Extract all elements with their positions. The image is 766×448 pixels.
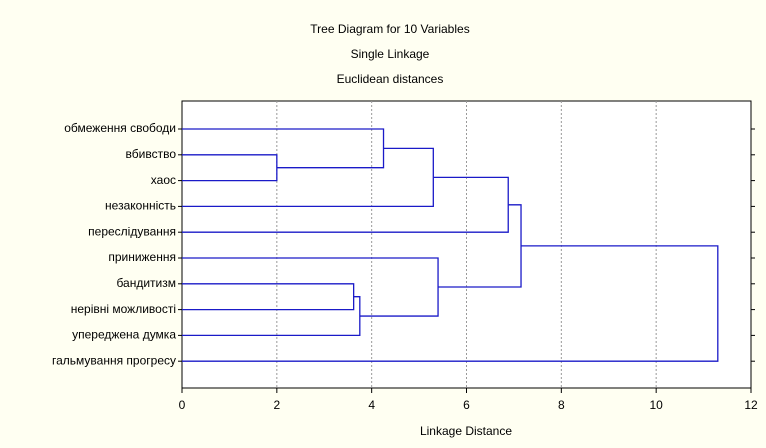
chart-title: Tree Diagram for 10 Variables <box>310 22 469 36</box>
x-tick-label: 12 <box>744 398 758 412</box>
leaf-label: упереджена думка <box>72 328 176 342</box>
x-tick-label: 2 <box>273 398 280 412</box>
leaf-label: незаконність <box>105 199 176 213</box>
leaf-label: нерівні можливості <box>71 302 176 316</box>
leaf-label: обмеження свободи <box>64 121 176 135</box>
x-tick-label: 6 <box>463 398 470 412</box>
branch <box>182 245 719 362</box>
leaf-label: хаос <box>151 173 176 187</box>
leaf-label: переслідування <box>88 224 176 238</box>
branch <box>182 154 278 182</box>
leaf-label: вбивство <box>126 147 177 161</box>
chart-subtitle: Euclidean distances <box>337 72 444 86</box>
x-tick-label: 8 <box>558 398 565 412</box>
leaf-label: бандитизм <box>116 276 176 290</box>
branch <box>182 283 355 311</box>
chart-subtitle: Single Linkage <box>351 47 430 61</box>
branch <box>438 204 522 288</box>
branch <box>182 147 434 208</box>
x-tick-label: 0 <box>179 398 186 412</box>
leaf-label: гальмування прогресу <box>52 353 176 367</box>
x-tick-label: 10 <box>649 398 663 412</box>
x-tick-label: 4 <box>368 398 375 412</box>
x-axis-label: Linkage Distance <box>420 424 512 438</box>
plot-area <box>181 100 752 389</box>
leaf-label: приниження <box>108 250 176 264</box>
